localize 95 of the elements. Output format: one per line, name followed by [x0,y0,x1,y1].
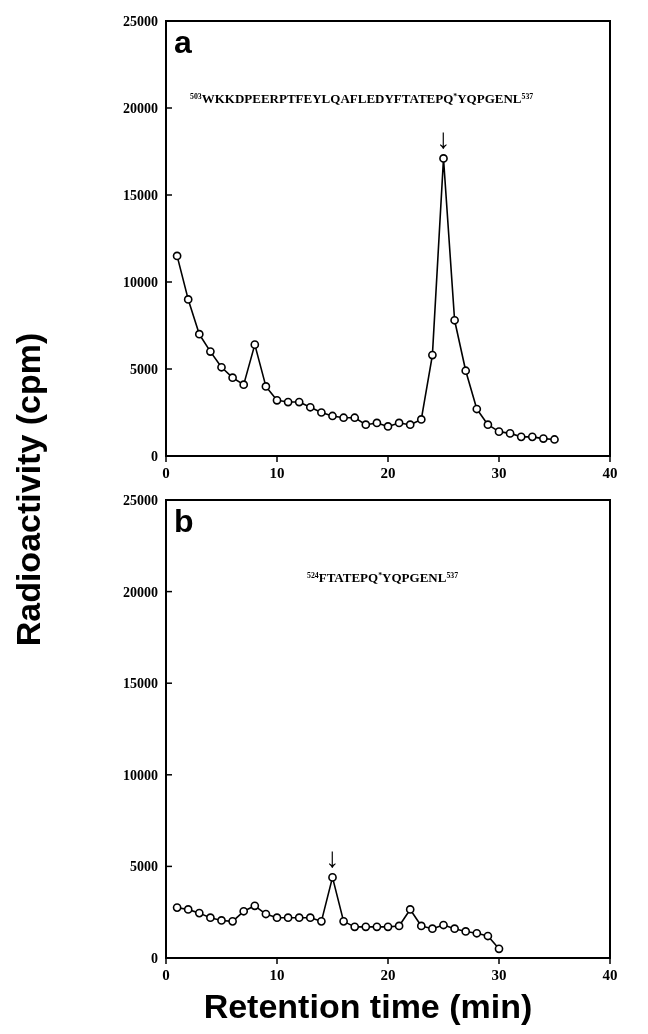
point [505,429,515,438]
point [416,921,426,931]
point [350,413,360,423]
x-tick-label: 40 [602,465,618,481]
point [339,413,348,423]
point [172,251,182,261]
point [372,418,382,428]
point [183,295,193,304]
point [483,420,493,430]
x-tick-label: 40 [602,967,618,983]
point [272,913,282,923]
point [527,432,537,442]
x-tick-label: 10 [269,967,285,983]
point [450,315,459,325]
point [361,420,371,430]
x-tick-label: 0 [162,465,170,481]
point [516,432,526,442]
y-tick-label: 0 [151,951,158,966]
point [194,329,204,339]
y-tick-label: 25000 [123,14,158,29]
point [494,427,504,436]
point [539,434,548,443]
y-tick-label: 15000 [123,188,158,203]
point [428,350,437,360]
point [472,404,482,414]
point [206,913,215,923]
x-tick-label: 10 [269,465,285,481]
point [317,408,326,417]
point [217,916,226,925]
point [439,920,448,930]
point [450,924,459,934]
point [372,922,382,932]
annotation: ↓ [436,123,451,155]
point [439,154,448,163]
y-tick-label: 25000 [123,493,158,508]
point [250,340,260,349]
point [194,908,204,918]
annotation: ↓ [325,842,340,874]
x-tick-label: 20 [380,967,396,983]
y-tick-label: 10000 [123,767,158,783]
point [239,906,249,916]
point [261,909,271,919]
y-tick-label: 5000 [130,362,158,377]
annotation: b [174,503,194,539]
point [206,347,215,356]
point [261,382,271,391]
point [328,411,337,421]
x-tick-label: 0 [162,967,170,983]
x-tick-label: 30 [491,967,507,983]
point [217,362,226,372]
y-tick-label: 20000 [123,101,158,116]
y-tick-label: 15000 [123,676,158,692]
point [483,931,493,941]
annotation: $^{503}$WKKDPEERPTFEYLQAFLEDYFTATEPQ$^{*}$YQPGENL$^{537}$ [190,91,534,106]
point [405,905,415,914]
y-tick-label: 20000 [123,584,158,600]
y-tick-label: 5000 [130,859,158,875]
point [494,944,504,954]
point [305,913,315,923]
point [428,924,437,934]
point [461,366,471,376]
point [405,420,415,430]
point [228,373,237,383]
point [339,917,348,926]
y-axis-title: Radioactivity (cpm) [9,332,47,647]
y-tick-label: 10000 [123,275,158,290]
x-tick-label: 30 [491,465,507,481]
point [394,921,404,931]
point [305,402,315,412]
point [239,380,249,390]
point [461,927,471,936]
point [361,922,371,932]
point [550,435,559,444]
point [294,913,304,923]
point [272,395,282,405]
point [250,901,260,911]
annotation: $^{524}$FTATEPQ$^{*}$YQPGENL$^{537}$ [307,570,459,585]
point [283,913,293,923]
point [350,922,360,932]
y-tick-label: 0 [151,449,158,464]
point [416,415,426,424]
point [283,397,293,407]
point [228,917,237,926]
point [394,418,404,428]
point [383,422,393,431]
point [383,922,393,932]
point [183,905,193,914]
point [317,917,326,926]
point [172,903,182,912]
x-axis-title: Retention time (min) [203,987,533,1025]
point [472,928,482,938]
annotation: a [174,24,192,60]
point [294,397,304,407]
point [328,873,337,882]
x-tick-label: 20 [380,465,396,481]
